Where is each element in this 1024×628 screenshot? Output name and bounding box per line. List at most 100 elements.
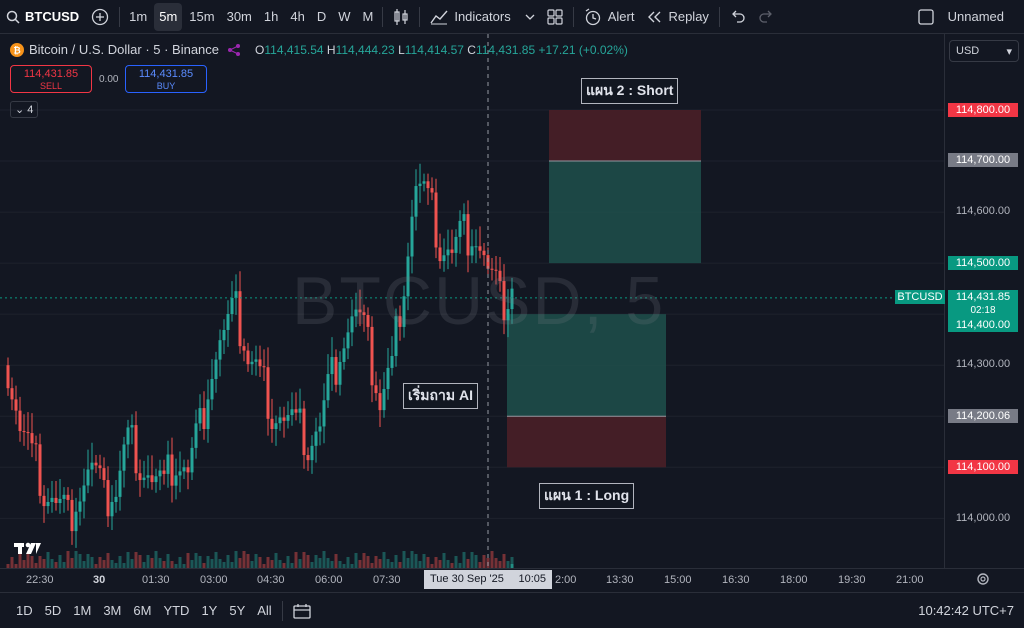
range-1y[interactable]: 1Y: [201, 603, 218, 618]
candle-body: [470, 246, 474, 256]
candle-body: [86, 469, 90, 486]
timeframe-D[interactable]: D: [316, 9, 327, 24]
candle-body: [374, 385, 378, 394]
collapse-count: 4: [27, 104, 34, 116]
indicators-collapse-button[interactable]: ⌄ 4: [10, 101, 39, 118]
layouts-button[interactable]: [541, 0, 569, 34]
candle-body: [134, 425, 138, 474]
range-3m[interactable]: 3M: [103, 603, 122, 618]
divider: [382, 6, 384, 27]
candle-body: [498, 270, 502, 281]
time-axis[interactable]: [0, 568, 1024, 592]
price-tick: 114,000.00: [955, 512, 1011, 524]
alert-button[interactable]: Alert: [578, 0, 641, 34]
volume-bar: [182, 564, 186, 568]
range-all[interactable]: All: [257, 603, 272, 618]
candle-body: [54, 497, 58, 504]
crosshair-time: 10:05: [518, 573, 546, 585]
time-tick: 2:00: [555, 574, 577, 586]
candle-body: [510, 288, 514, 298]
candle-body: [198, 408, 202, 424]
range-5y[interactable]: 5Y: [229, 603, 246, 618]
replay-button[interactable]: Replay: [640, 0, 714, 34]
volume-bar: [154, 551, 158, 568]
chart-type-button[interactable]: [387, 0, 415, 34]
volume-bar: [378, 559, 382, 568]
volume-bar: [262, 564, 266, 568]
candle-body: [270, 418, 274, 429]
chart-pane[interactable]: [0, 34, 944, 568]
range-6m[interactable]: 6M: [133, 603, 152, 618]
indicators-label: Indicators: [454, 9, 511, 24]
share-icon[interactable]: [227, 43, 241, 57]
indicators-icon: [430, 9, 448, 25]
volume-bar: [274, 553, 278, 568]
volume-bar: [430, 564, 434, 568]
timeframe-4h[interactable]: 4h: [290, 9, 305, 24]
volume-bar: [362, 553, 366, 568]
volume-bar: [226, 555, 230, 568]
timeframe-15m[interactable]: 15m: [189, 9, 215, 24]
range-1d[interactable]: 1D: [16, 603, 33, 618]
volume-bar: [50, 559, 54, 568]
candle-body: [314, 431, 318, 446]
volume-bar: [450, 563, 454, 568]
time-tick: 13:30: [606, 574, 634, 586]
volume-bar: [474, 555, 478, 568]
chart-canvas[interactable]: [0, 34, 944, 568]
volume-bar: [242, 551, 246, 568]
timeframe-1m[interactable]: 1m: [129, 9, 148, 24]
time-tick: 06:00: [315, 574, 343, 586]
buy-button[interactable]: 114,431.85 BUY: [125, 65, 207, 93]
plan-2-short-label[interactable]: แผน 2 : Short: [581, 78, 679, 104]
layout-menu[interactable]: Unnamed: [912, 0, 1024, 34]
bitcoin-icon: ₿: [10, 42, 24, 57]
candle-body: [78, 501, 82, 512]
candle-body: [490, 268, 494, 270]
candle-body: [450, 249, 454, 253]
timeframe-1h[interactable]: 1h: [263, 9, 279, 24]
date-range-button[interactable]: [293, 603, 311, 619]
indicators-button[interactable]: Indicators: [424, 0, 540, 34]
volume-bar: [462, 552, 466, 568]
compare-button[interactable]: [85, 0, 115, 34]
volume-bar: [74, 551, 78, 568]
range-ytd[interactable]: YTD: [163, 603, 190, 618]
candle-body: [278, 417, 282, 424]
square-icon: [917, 8, 934, 25]
low-key: L: [398, 42, 405, 57]
volume-bar: [122, 563, 126, 568]
volume-bar: [22, 560, 26, 568]
symbol-search[interactable]: BTCUSD: [0, 0, 85, 34]
candle-body: [318, 426, 322, 432]
volume-bar: [410, 551, 414, 568]
currency-select[interactable]: USD ▾: [949, 40, 1019, 62]
candle-body: [410, 216, 414, 257]
timeframe-5m[interactable]: 5m: [154, 2, 183, 31]
candle-body: [130, 425, 134, 428]
sell-label: SELL: [39, 81, 63, 91]
high-value: 114,444.23: [335, 42, 395, 57]
timeframe-W[interactable]: W: [338, 9, 351, 24]
layout-name: Unnamed: [947, 9, 1004, 24]
timeframe-30m[interactable]: 30m: [226, 9, 252, 24]
candle-body: [22, 431, 26, 433]
price-label-long-target: 114,400.00: [948, 318, 1018, 332]
range-1m[interactable]: 1M: [73, 603, 92, 618]
sell-button[interactable]: 114,431.85 SELL: [10, 65, 92, 93]
plus-circle-icon: [91, 8, 109, 26]
ask-ai-label[interactable]: เริ่มถาม AI: [403, 383, 478, 409]
range-5d[interactable]: 5D: [44, 603, 62, 618]
candle-body: [82, 485, 86, 502]
undo-button[interactable]: [724, 0, 752, 34]
plan-1-long-label[interactable]: แผน 1 : Long: [539, 483, 635, 509]
axis-settings-button[interactable]: [976, 572, 990, 591]
timeframe-M[interactable]: M: [362, 9, 374, 24]
tradingview-logo[interactable]: [14, 541, 42, 560]
clock-label[interactable]: 10:42:42 UTC+7: [918, 603, 1014, 618]
volume-bar: [406, 558, 410, 568]
symbol-title: Bitcoin / U.S. Dollar · 5 · Binance: [29, 42, 220, 57]
volume-bar: [386, 559, 390, 568]
redo-button[interactable]: [752, 0, 780, 34]
volume-bar: [10, 557, 14, 568]
